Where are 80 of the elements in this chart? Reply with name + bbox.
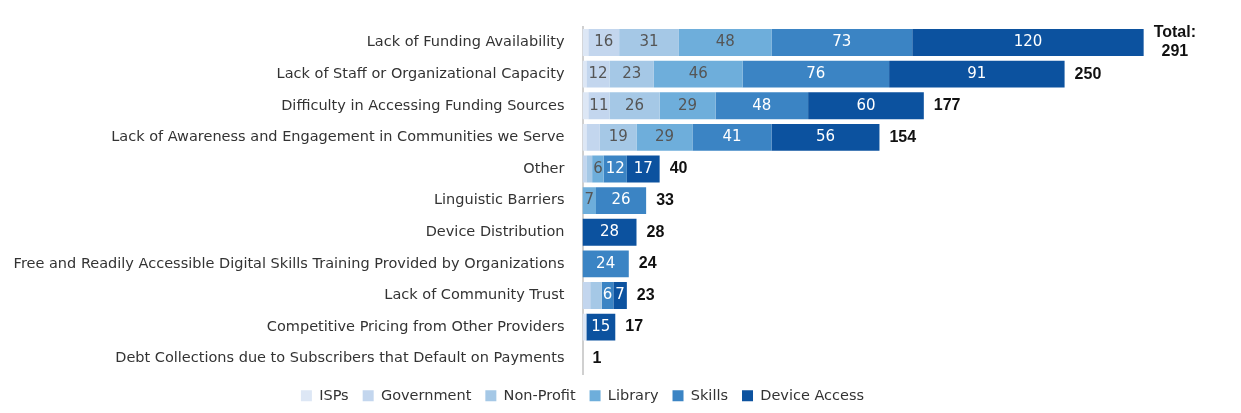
y-tick-label: Linguistic Barriers: [433, 191, 565, 208]
bar: [609, 60, 654, 88]
bar: [659, 92, 716, 120]
data-label: 73: [832, 32, 852, 51]
data-label: 15: [591, 316, 611, 335]
data-label: 91: [967, 64, 987, 83]
bar: [808, 92, 924, 120]
y-tick-label: Lack of Awareness and Engagement in Communities we Serve: [111, 128, 565, 145]
data-label: 24: [596, 253, 616, 272]
y-tick-label: Difficulty in Accessing Funding Sources: [281, 96, 565, 113]
data-label: 31: [639, 32, 659, 51]
data-label: 56: [815, 127, 836, 146]
data-label: 17: [633, 158, 653, 177]
total-label: 154: [889, 127, 917, 145]
bar: [912, 29, 1144, 56]
total-label: Total: 291: [1153, 23, 1196, 60]
total-label: 177: [933, 96, 961, 114]
bar: [596, 187, 647, 215]
legend-label: Device Access: [760, 386, 865, 403]
legend-label: Non-Profit: [503, 386, 576, 403]
data-label: 48: [715, 32, 735, 51]
total-label: 250: [1074, 64, 1102, 82]
text: 1: [592, 349, 602, 367]
bar: [586, 155, 593, 183]
data-label: 26: [611, 190, 631, 209]
data-label: 23: [622, 64, 642, 83]
data-label: 76: [806, 64, 826, 83]
data-label: 6: [593, 158, 603, 177]
bar: [590, 282, 602, 309]
legend-label: Skills: [690, 386, 729, 403]
data-label: 120: [1013, 32, 1043, 51]
total-label: 17: [625, 317, 644, 335]
data-label: 7: [615, 285, 625, 304]
data-label: 60: [856, 95, 876, 114]
legend-label: Government: [380, 386, 472, 403]
bar: [582, 218, 637, 246]
data-label: 7: [584, 190, 595, 209]
bar: [653, 60, 743, 88]
data-label: 16: [594, 32, 614, 51]
y-tick-label: Competitive Pricing from Other Providers: [266, 317, 565, 334]
total-label: 33: [656, 191, 675, 209]
total-label: 40: [669, 159, 688, 177]
data-label: 19: [608, 127, 628, 146]
y-tick-label: Other: [523, 159, 565, 176]
bar: [582, 282, 591, 309]
data-label: 12: [605, 158, 625, 177]
data-label: 29: [654, 127, 674, 146]
bar: [742, 60, 890, 88]
data-label: 46: [688, 64, 708, 83]
bar: [619, 29, 679, 56]
data-label: 28: [599, 222, 620, 241]
bar: [613, 282, 627, 309]
y-tick-label: Debt Collections due to Subscribers that Default on Payments: [115, 349, 565, 366]
bar: [636, 123, 693, 151]
data-label: 41: [722, 127, 742, 146]
y-tick-label: Lack of Staff or Organizational Capacity: [276, 64, 565, 81]
total-label: 28: [646, 222, 665, 240]
bar: [771, 123, 880, 151]
total-label: 23: [636, 285, 655, 303]
y-tick-label: Lack of Funding Availability: [366, 33, 565, 50]
data-label: 26: [625, 95, 645, 114]
bar: [889, 60, 1065, 88]
bar: [582, 250, 629, 278]
data-label: 48: [752, 95, 772, 114]
data-label: 29: [678, 95, 698, 114]
total-label: 24: [638, 254, 657, 272]
legend-label: Library: [607, 386, 659, 403]
bar: [678, 29, 772, 56]
bar: [715, 92, 809, 120]
bar: [609, 92, 660, 120]
data-label: 12: [588, 64, 608, 83]
legend-label: ISPs: [319, 386, 349, 403]
data-label: 11: [589, 95, 609, 114]
bar: [771, 29, 913, 56]
bar: [692, 123, 772, 151]
bar: [586, 123, 600, 151]
y-tick-label: Device Distribution: [425, 222, 565, 239]
data-label: 6: [602, 285, 613, 304]
y-tick-label: Free and Readily Accessible Digital Skills Training Provided by Organizations: [13, 254, 565, 271]
y-tick-label: Lack of Community Trust: [384, 286, 565, 303]
